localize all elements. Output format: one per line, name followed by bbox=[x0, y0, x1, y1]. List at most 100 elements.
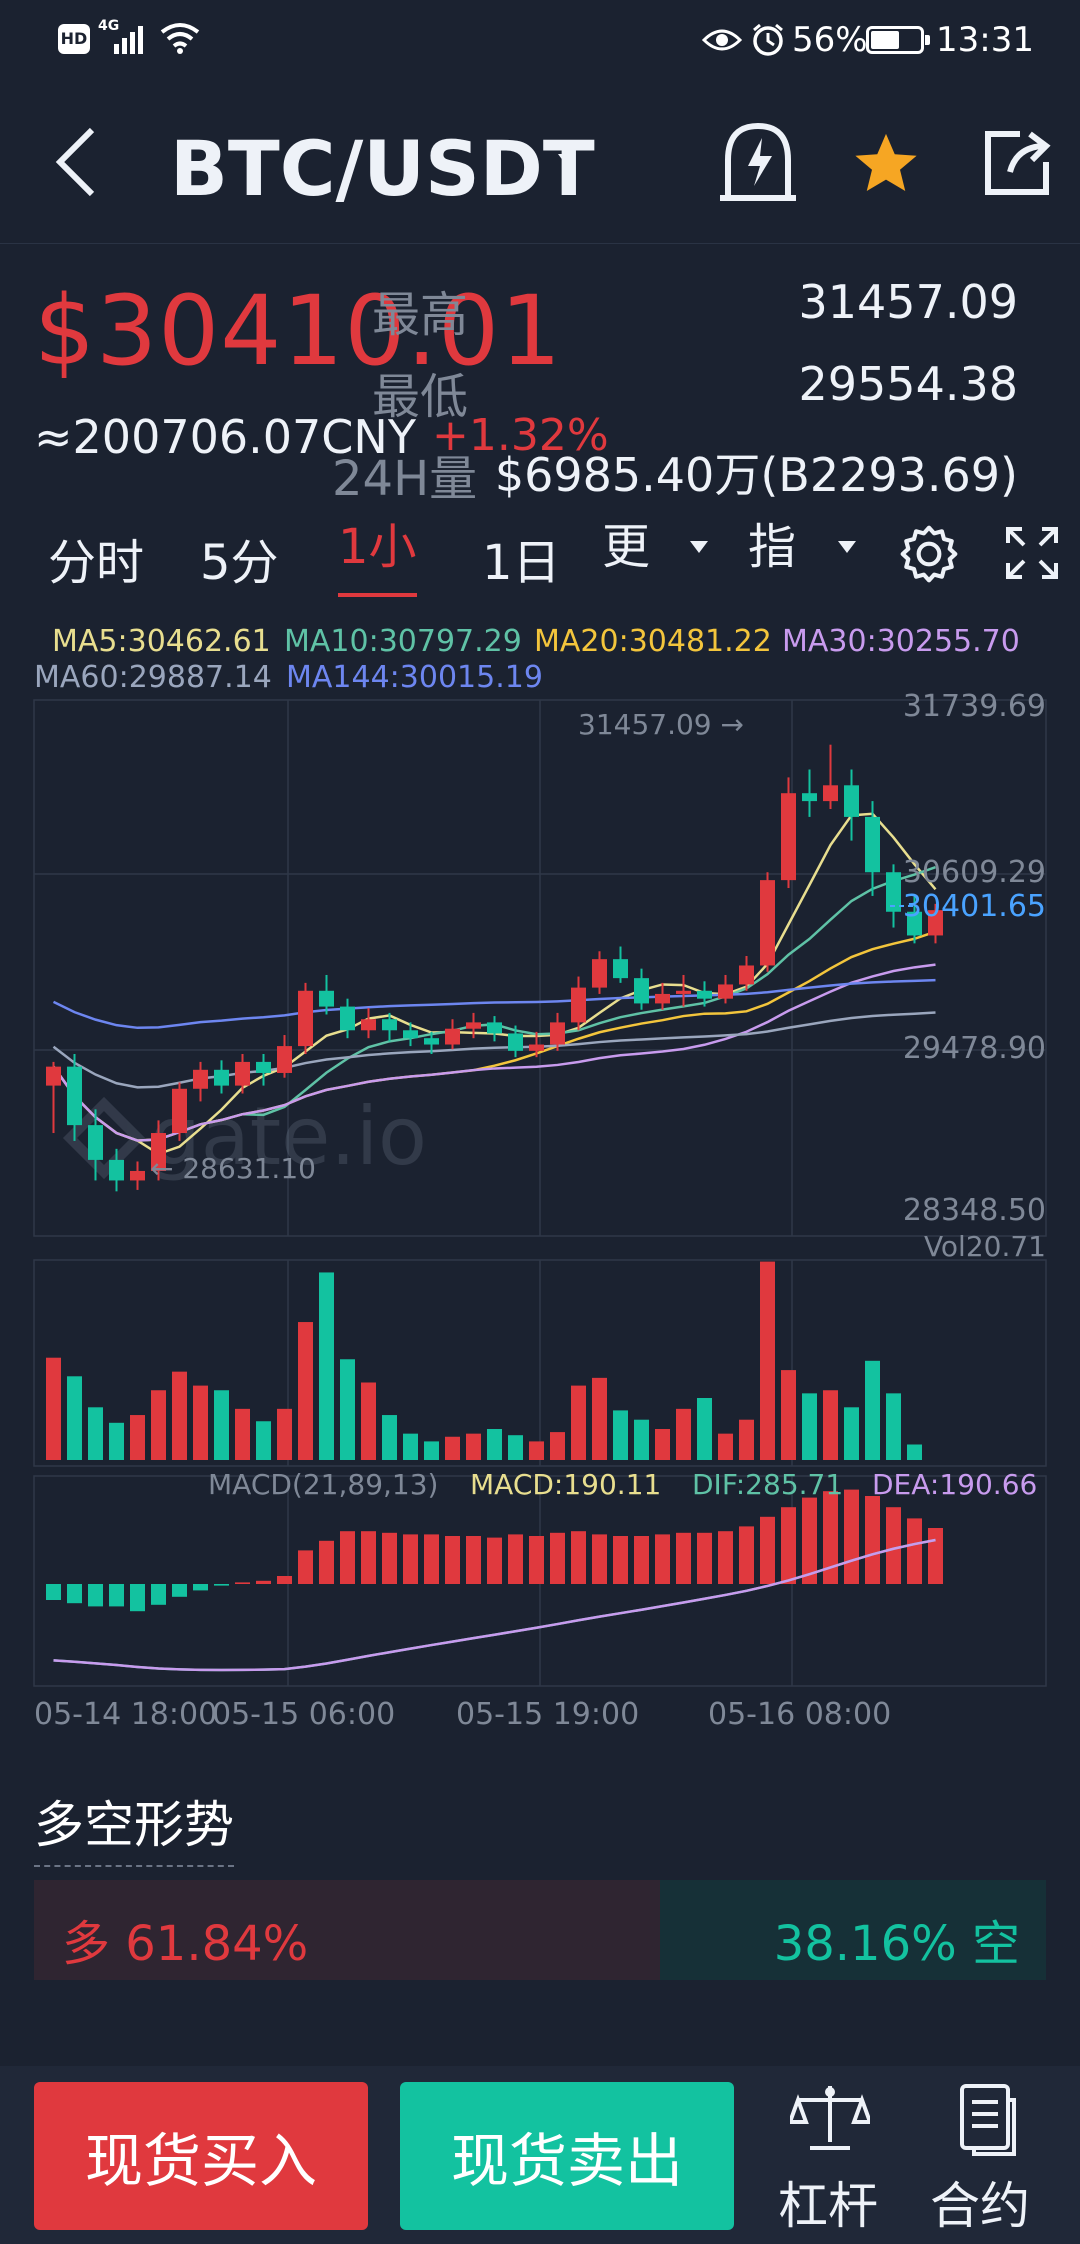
time-label-3: 05-15 19:00 bbox=[456, 1697, 639, 1730]
volume-bar bbox=[424, 1441, 439, 1460]
macd-bar bbox=[634, 1536, 649, 1584]
back-icon[interactable] bbox=[50, 124, 100, 200]
tab-indicators[interactable]: 指 bbox=[748, 507, 796, 577]
axis-price-mid-lower: 29478.90 bbox=[903, 1031, 1046, 1066]
volume-bar bbox=[508, 1435, 523, 1460]
last-price: $30410.01 bbox=[34, 275, 563, 387]
candle bbox=[613, 946, 628, 983]
spot-sell-button[interactable]: 现货卖出 bbox=[400, 2082, 734, 2230]
macd-bar bbox=[613, 1536, 628, 1584]
volume-bar bbox=[403, 1433, 418, 1460]
price-change: +1.32% bbox=[432, 410, 609, 461]
ma144-line bbox=[52, 978, 936, 1030]
share-icon[interactable] bbox=[980, 124, 1056, 200]
alarm-icon bbox=[753, 23, 783, 56]
settings-gear-icon[interactable] bbox=[898, 523, 960, 585]
balance-scale-icon bbox=[790, 2086, 870, 2150]
candle bbox=[361, 1008, 376, 1039]
time-label-1: 05-14 18:00 bbox=[34, 1697, 217, 1730]
macd-bar bbox=[529, 1536, 544, 1584]
candle bbox=[739, 956, 754, 991]
volume-bar bbox=[214, 1390, 229, 1460]
bottom-action-bar: 现货买入 现货卖出 杠杆 合约 bbox=[0, 2066, 1080, 2244]
ma20-legend: MA20:30481.22 bbox=[534, 624, 772, 659]
time-label-4: 05-16 08:00 bbox=[708, 1697, 891, 1730]
macd-bar bbox=[697, 1532, 712, 1584]
watermark-text: gate.io bbox=[150, 1090, 427, 1183]
tab-5min[interactable]: 5分 bbox=[200, 535, 279, 591]
macd-bar bbox=[109, 1584, 124, 1607]
candle bbox=[340, 998, 355, 1039]
pair-selector[interactable]: BTC/USDT bbox=[170, 124, 595, 213]
candle bbox=[256, 1053, 271, 1086]
volume-bar bbox=[844, 1407, 859, 1460]
spot-buy-button[interactable]: 现货买入 bbox=[34, 2082, 368, 2230]
volume-bar bbox=[361, 1382, 376, 1460]
pair-title: BTC/USDT bbox=[170, 124, 595, 213]
candle bbox=[760, 872, 775, 972]
axis-price-bottom: 28348.50 bbox=[903, 1193, 1046, 1228]
volume-bar bbox=[445, 1436, 460, 1460]
long-label: 多 61.84% bbox=[62, 1916, 309, 1972]
candle bbox=[109, 1148, 124, 1192]
short-label: 38.16% 空 bbox=[773, 1916, 1020, 1972]
tab-more[interactable]: 更 bbox=[602, 507, 650, 577]
candle bbox=[844, 769, 859, 841]
fullscreen-icon[interactable] bbox=[1004, 525, 1060, 581]
candle bbox=[634, 968, 649, 1010]
tab-1hour[interactable]: 1小 bbox=[338, 507, 417, 597]
ma30-line bbox=[52, 963, 936, 1142]
ma30-legend: MA30:30255.70 bbox=[782, 624, 1020, 659]
macd-bar bbox=[193, 1584, 208, 1591]
battery-icon bbox=[866, 26, 930, 54]
candle bbox=[781, 777, 796, 889]
volume-bar bbox=[613, 1410, 628, 1460]
dropdown-caret-icon[interactable] bbox=[556, 152, 578, 168]
alert-bell-icon[interactable] bbox=[718, 120, 798, 204]
candle bbox=[382, 1012, 397, 1042]
volume-bar bbox=[802, 1393, 817, 1460]
macd-bar bbox=[340, 1531, 355, 1584]
macd-bar bbox=[739, 1526, 754, 1584]
tab-1day[interactable]: 1日 bbox=[482, 535, 561, 591]
dif-legend: DIF:285.71 bbox=[692, 1468, 843, 1501]
macd-bar bbox=[382, 1532, 397, 1584]
macd-bar bbox=[298, 1550, 313, 1584]
more-caret-icon[interactable] bbox=[688, 539, 710, 555]
volume-bar bbox=[319, 1272, 334, 1460]
volume-bar bbox=[130, 1415, 145, 1460]
futures-label: 合约 bbox=[930, 2177, 1030, 2235]
macd-bar bbox=[676, 1532, 691, 1584]
volume-label: 24H量 bbox=[332, 451, 478, 507]
favorite-star-icon[interactable] bbox=[850, 128, 922, 198]
high-annotation: 31457.09 → bbox=[578, 708, 744, 741]
futures-button[interactable]: 合约 bbox=[928, 2082, 1048, 2235]
dea-legend: DEA:190.66 bbox=[872, 1468, 1037, 1501]
volume-bar bbox=[340, 1359, 355, 1460]
candle bbox=[67, 1053, 82, 1141]
wifi-icon bbox=[160, 23, 200, 54]
4g-signal-icon: 4G bbox=[98, 18, 152, 56]
candle bbox=[718, 974, 733, 1004]
candle bbox=[466, 1012, 481, 1039]
axis-price-top: 31739.69 bbox=[903, 690, 1046, 724]
volume-bar bbox=[886, 1393, 901, 1460]
candle bbox=[298, 982, 313, 1054]
candle bbox=[445, 1019, 460, 1050]
spot-buy-label: 现货买入 bbox=[84, 2127, 317, 2195]
macd-bar bbox=[592, 1534, 607, 1584]
tab-more-label: 更 bbox=[602, 519, 651, 575]
margin-button[interactable]: 杠杆 bbox=[770, 2082, 890, 2235]
candle bbox=[571, 976, 586, 1031]
candle bbox=[424, 1031, 439, 1054]
kline-chart[interactable]: gate.io 31739.69 30609.29 30401.65 29478… bbox=[0, 690, 1080, 1730]
indicator-caret-icon[interactable] bbox=[836, 539, 858, 555]
app-header: BTC/USDT bbox=[0, 84, 1080, 244]
volume-value: $6985.40万(B2293.69) bbox=[494, 448, 1018, 502]
tab-timeshare[interactable]: 分时 bbox=[48, 535, 145, 591]
tab-indicators-label: 指 bbox=[748, 519, 797, 575]
volume-bar bbox=[172, 1371, 187, 1460]
volume-bar bbox=[907, 1444, 922, 1460]
candle bbox=[403, 1022, 418, 1047]
volume-bar bbox=[739, 1419, 754, 1460]
